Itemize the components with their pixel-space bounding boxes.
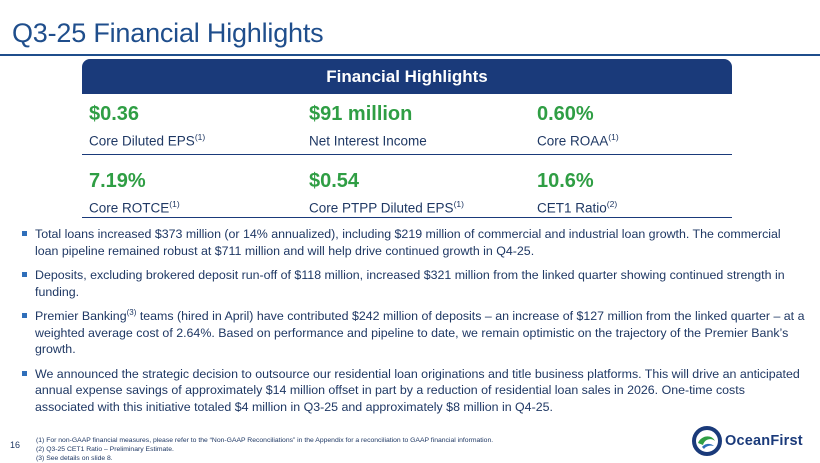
- metric-value: 7.19%: [89, 170, 146, 192]
- footnote: (2) Q3-25 CET1 Ratio – Preliminary Estim…: [36, 446, 174, 453]
- footnotes: (1) For non-GAAP financial measures, ple…: [36, 436, 493, 463]
- metric-footnote-ref: (1): [453, 199, 464, 209]
- metric-core-rotce: 7.19% Core ROTCE(1): [89, 169, 180, 218]
- bullet-item: We announced the strategic decision to o…: [22, 366, 807, 416]
- bullet-text: Deposits, excluding brokered deposit run…: [35, 268, 785, 299]
- metric-core-diluted-eps: $0.36 Core Diluted EPS(1): [89, 102, 205, 151]
- title-divider: [0, 54, 820, 56]
- metric-footnote-ref: (2): [606, 199, 618, 209]
- bullet-text: We announced the strategic decision to o…: [35, 366, 800, 414]
- bullet-item: Premier Banking(3) teams (hired in April…: [22, 308, 807, 358]
- metric-label: Core Diluted EPS(1): [89, 128, 205, 151]
- metric-label-text: CET1 Ratio: [537, 200, 607, 216]
- oceanfirst-swirl-icon: [692, 426, 722, 456]
- metrics-panel: $0.36 Core Diluted EPS(1) $91 million Ne…: [82, 96, 732, 218]
- metric-cet1-ratio: 10.6% CET1 Ratio(2): [537, 169, 617, 218]
- square-bullet-icon: [22, 313, 27, 318]
- metric-footnote-ref: (1): [169, 199, 180, 209]
- bullet-text: Premier Banking: [35, 309, 127, 323]
- oceanfirst-logo: OceanFirst: [692, 426, 816, 456]
- metric-label-text: Core ROTCE: [89, 200, 170, 216]
- page-title: Q3-25 Financial Highlights: [12, 18, 324, 48]
- metric-label: Core ROTCE(1): [89, 195, 180, 218]
- metric-label-text: Core ROAA: [537, 133, 609, 149]
- logo-wordmark: OceanFirst: [725, 433, 803, 449]
- bullet-item: Total loans increased $373 million (or 1…: [22, 226, 807, 259]
- square-bullet-icon: [22, 272, 27, 277]
- metric-core-ptpp-diluted-eps: $0.54 Core PTPP Diluted EPS(1): [309, 169, 464, 218]
- metric-footnote-ref: (1): [608, 132, 619, 142]
- metric-value: 10.6%: [537, 170, 594, 192]
- metric-label-text: Net Interest Income: [309, 133, 427, 149]
- metric-value: 0.60%: [537, 103, 594, 125]
- metric-value: $0.36: [89, 103, 140, 125]
- metric-label: CET1 Ratio(2): [537, 195, 617, 218]
- bullet-list: Total loans increased $373 million (or 1…: [22, 226, 807, 423]
- metric-label-text: Core PTPP Diluted EPS: [309, 200, 454, 216]
- page-number: 16: [10, 440, 21, 450]
- metrics-row: $0.36 Core Diluted EPS(1) $91 million Ne…: [82, 96, 732, 155]
- square-bullet-icon: [22, 370, 27, 376]
- metric-label-text: Core Diluted EPS: [89, 133, 195, 149]
- bullet-footnote-ref: (3): [126, 307, 137, 317]
- square-bullet-icon: [22, 231, 27, 236]
- bullet-item: Deposits, excluding brokered deposit run…: [22, 267, 807, 300]
- metric-label: Net Interest Income: [309, 128, 427, 151]
- financial-highlights-banner: Financial Highlights: [82, 59, 732, 94]
- footnote: (1) For non-GAAP financial measures, ple…: [36, 437, 494, 444]
- footnote: (3) See details on slide 8.: [36, 455, 113, 462]
- metric-core-roaa: 0.60% Core ROAA(1): [537, 102, 619, 151]
- bullet-text: Total loans increased $373 million (or 1…: [35, 227, 781, 258]
- metric-value: $0.54: [309, 170, 360, 192]
- bullet-text: teams (hired in April) have contributed …: [35, 309, 805, 356]
- metric-footnote-ref: (1): [194, 132, 206, 142]
- metric-net-interest-income: $91 million Net Interest Income: [309, 102, 427, 151]
- metric-label: Core PTPP Diluted EPS(1): [309, 195, 464, 218]
- metric-label: Core ROAA(1): [537, 128, 619, 151]
- metric-value: $91 million: [309, 103, 413, 125]
- metrics-row: 7.19% Core ROTCE(1) $0.54 Core PTPP Dilu…: [82, 155, 732, 218]
